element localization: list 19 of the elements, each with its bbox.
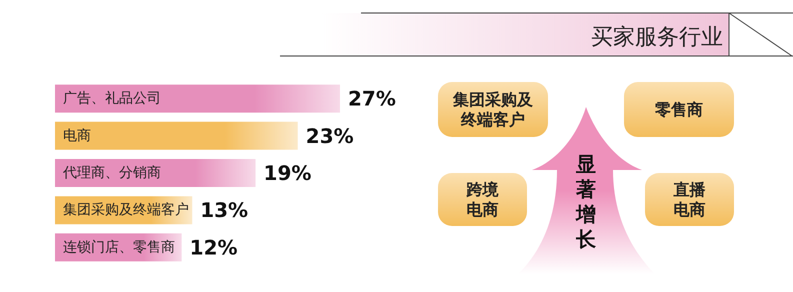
text: 零售商	[654, 100, 704, 120]
data-label: 19%	[264, 161, 312, 185]
text: 直播电商	[672, 180, 706, 220]
y-tick-label: 连锁门店、零售商	[63, 239, 175, 256]
data-label: 23%	[306, 124, 354, 148]
y-tick-label: 代理商、分销商	[62, 165, 161, 181]
y-tick-label: 电商	[63, 128, 91, 144]
y-tick-label: 广告、礼品公司	[63, 90, 161, 107]
text: 显著增长	[576, 152, 597, 252]
y-tick-label: 集团采购及终端客户	[63, 202, 189, 218]
data-label: 27%	[348, 86, 396, 111]
text: 跨境电商	[466, 180, 500, 220]
text: 集团采购及终端客户	[452, 90, 534, 130]
bar	[55, 84, 340, 113]
data-label: 13%	[200, 198, 248, 222]
data-label: 12%	[190, 235, 238, 260]
bar	[55, 122, 298, 150]
bar	[55, 159, 256, 187]
text: 买家服务行业	[591, 24, 723, 52]
